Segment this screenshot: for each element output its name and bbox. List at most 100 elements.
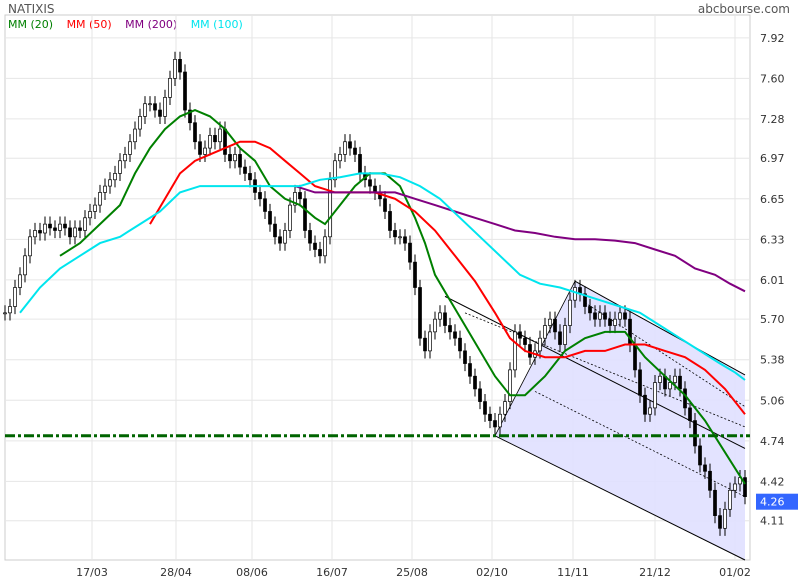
candle-body <box>133 128 137 143</box>
candle-body <box>153 103 157 111</box>
candle-body <box>178 59 182 73</box>
candle-body <box>468 363 472 377</box>
y-tick-label: 4.74 <box>760 435 785 448</box>
price-series <box>3 51 747 536</box>
candle-body <box>743 477 747 497</box>
candle-body <box>603 312 607 320</box>
candle-body <box>528 344 532 358</box>
candle-body <box>158 109 162 117</box>
candle-body <box>658 375 662 383</box>
candle-body <box>483 401 487 415</box>
candle-body <box>398 236 402 239</box>
legend-item-mm100: MM (100) <box>190 18 243 31</box>
candle-body <box>18 274 22 288</box>
candle-body <box>558 331 562 345</box>
candle-body <box>208 135 212 149</box>
x-tick-label: 08/06 <box>236 566 268 579</box>
candle-body <box>108 179 112 187</box>
y-tick-label: 5.06 <box>760 394 785 407</box>
candle-body <box>448 325 452 333</box>
candle-body <box>308 230 312 244</box>
candle-body <box>408 242 412 263</box>
candle-body <box>668 382 672 390</box>
candle-body <box>353 147 357 155</box>
candle-body <box>633 344 637 371</box>
channel-line <box>574 280 746 376</box>
candle-body <box>443 312 447 326</box>
candle-body <box>403 236 407 244</box>
candle-body <box>53 227 57 231</box>
x-tick-label: 16/07 <box>316 566 348 579</box>
candle-body <box>638 369 642 396</box>
last-price-badge <box>756 493 798 510</box>
x-tick-label: 25/08 <box>396 566 428 579</box>
y-tick-label: 6.33 <box>760 233 785 246</box>
candle-body <box>258 192 262 200</box>
candle-body <box>143 103 147 117</box>
candle-body <box>473 375 477 390</box>
candle-body <box>323 236 327 257</box>
x-tick-label: 11/11 <box>557 566 589 579</box>
candle-body <box>433 318 437 333</box>
channel-line <box>494 435 746 561</box>
candle-body <box>683 388 687 409</box>
candle-body <box>23 255 27 276</box>
candle-body <box>523 337 527 345</box>
candle-body <box>498 413 502 428</box>
plot-area <box>4 14 751 561</box>
candle-body <box>113 173 117 181</box>
x-tick-label: 21/12 <box>639 566 671 579</box>
candle-body <box>563 325 567 345</box>
candle-body <box>503 401 507 415</box>
series-line-mm200 <box>294 185 746 293</box>
candle-body <box>13 287 17 307</box>
candle-body <box>213 135 217 143</box>
candle-body <box>643 394 647 415</box>
candle-body <box>593 312 597 320</box>
candle-body <box>298 192 302 200</box>
channel-midline <box>534 391 746 497</box>
candle-body <box>218 128 222 143</box>
y-tick-label: 5.70 <box>760 313 785 326</box>
candle-body <box>493 420 497 428</box>
candle-body <box>128 141 132 155</box>
candle-body <box>368 179 372 187</box>
candle-body <box>303 198 307 231</box>
y-tick-label: 4.11 <box>760 515 785 528</box>
candle-body <box>68 227 72 238</box>
candle-body <box>583 293 587 307</box>
legend-item-mm20: MM (20) <box>8 18 54 31</box>
candle-body <box>708 470 712 491</box>
candle-body <box>348 141 352 149</box>
axes: 4.11 4.42 4.74 5.06 5.38 5.70 6.01 6.33 6.65 6.97… <box>76 32 798 579</box>
x-tick-label: 17/03 <box>76 566 108 579</box>
candle-body <box>613 318 617 326</box>
candle-body <box>623 312 627 320</box>
candle-body <box>313 242 317 250</box>
candle-body <box>123 154 127 162</box>
candle-body <box>543 325 547 339</box>
x-tick-label: 02/10 <box>476 566 508 579</box>
grid <box>5 15 750 560</box>
candle-body <box>573 287 577 301</box>
candle-body <box>38 230 42 234</box>
candle-body <box>718 515 722 529</box>
candle-body <box>508 369 512 402</box>
candle-body <box>438 312 442 320</box>
candle-body <box>648 407 652 415</box>
candle-body <box>393 230 397 238</box>
candle-body <box>678 375 682 390</box>
series-line-mm100 <box>19 172 746 381</box>
candle-body <box>428 331 432 352</box>
candle-body <box>598 312 602 320</box>
candle-body <box>183 71 187 111</box>
candle-body <box>568 299 572 326</box>
candle-body <box>383 198 387 212</box>
y-tick-label: 7.92 <box>760 32 785 45</box>
x-tick-label: 28/04 <box>160 566 192 579</box>
candle-body <box>488 413 492 421</box>
y-tick-label: 7.28 <box>760 113 785 126</box>
x-tick-label: 01/02 <box>719 566 751 579</box>
y-tick-label: 4.42 <box>760 475 785 488</box>
y-tick-label: 6.65 <box>760 193 785 206</box>
